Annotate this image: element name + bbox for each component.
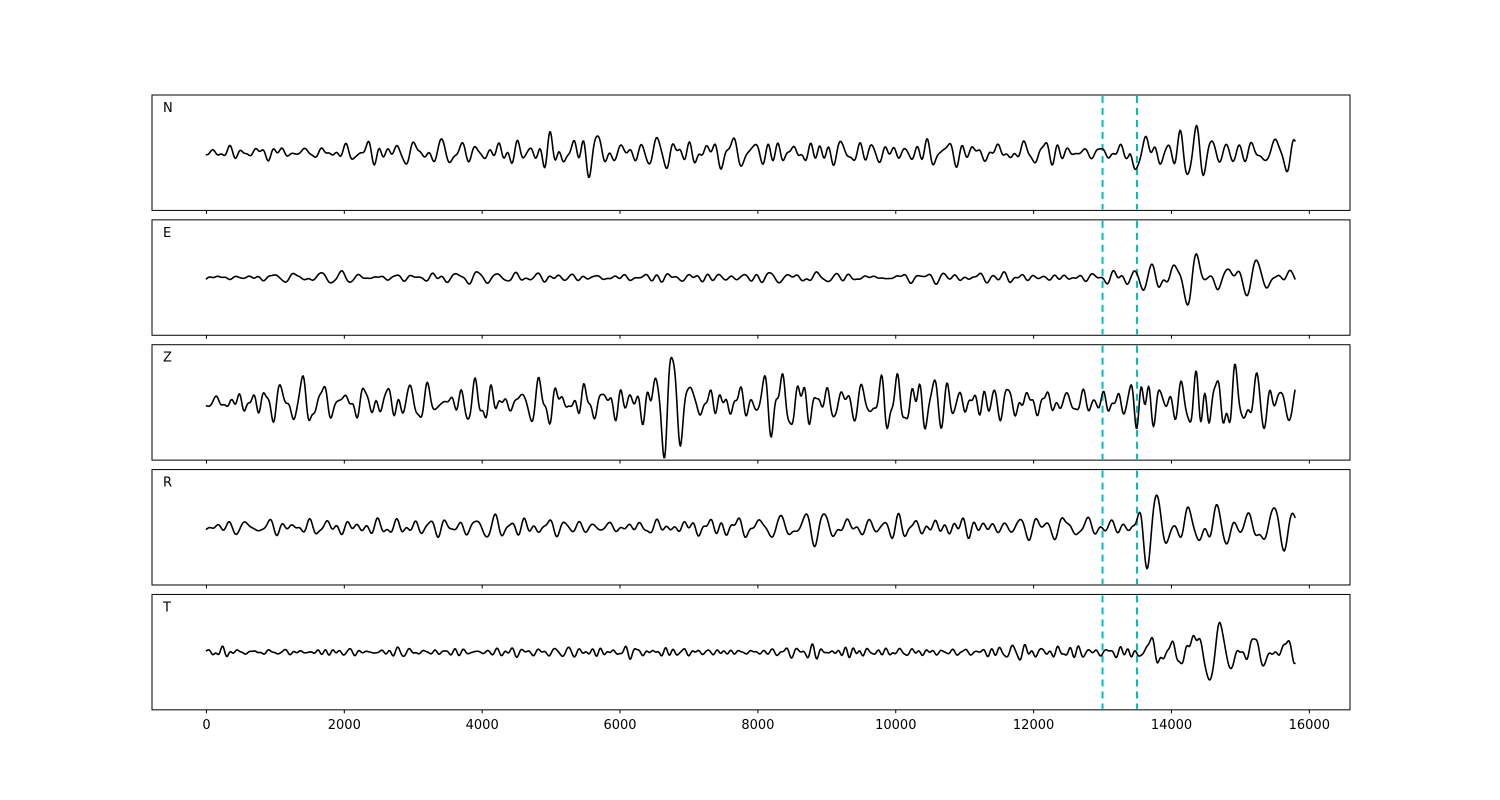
x-tick-label: 16000 [1289,718,1330,733]
x-tick-label: 14000 [1151,718,1192,733]
waveform-trace [205,494,1296,570]
panel-T: T [151,593,1351,714]
panel-border [151,219,1351,336]
panel-border [151,469,1351,586]
x-axis-tick-labels: 0 2000 4000 6000 8000 10000 12000 14000 … [202,718,1330,733]
panel-E: E [151,219,1351,339]
waveform-trace [205,253,1296,306]
x-tick-label: 0 [202,718,210,733]
x-tick-label: 6000 [603,718,636,733]
x-tick-label: 10000 [875,718,916,733]
panel-border [151,94,1351,211]
panel-label: T [162,600,171,615]
x-tick-label: 12000 [1013,718,1054,733]
panel-label: N [163,101,173,116]
panel-label: E [163,226,171,241]
panel-border [151,593,1351,711]
waveform-trace [205,356,1296,459]
waveform-trace [205,124,1296,179]
panel-label: Z [163,351,172,366]
panel-label: R [163,476,172,491]
x-tick-label: 4000 [466,718,499,733]
x-tick-label: 2000 [328,718,361,733]
panel-N: N [151,94,1351,214]
panel-border [151,344,1351,461]
waveform-trace [205,621,1296,681]
x-tick-label: 8000 [741,718,774,733]
panel-Z: Z [151,344,1351,464]
panel-R: R [151,469,1351,589]
